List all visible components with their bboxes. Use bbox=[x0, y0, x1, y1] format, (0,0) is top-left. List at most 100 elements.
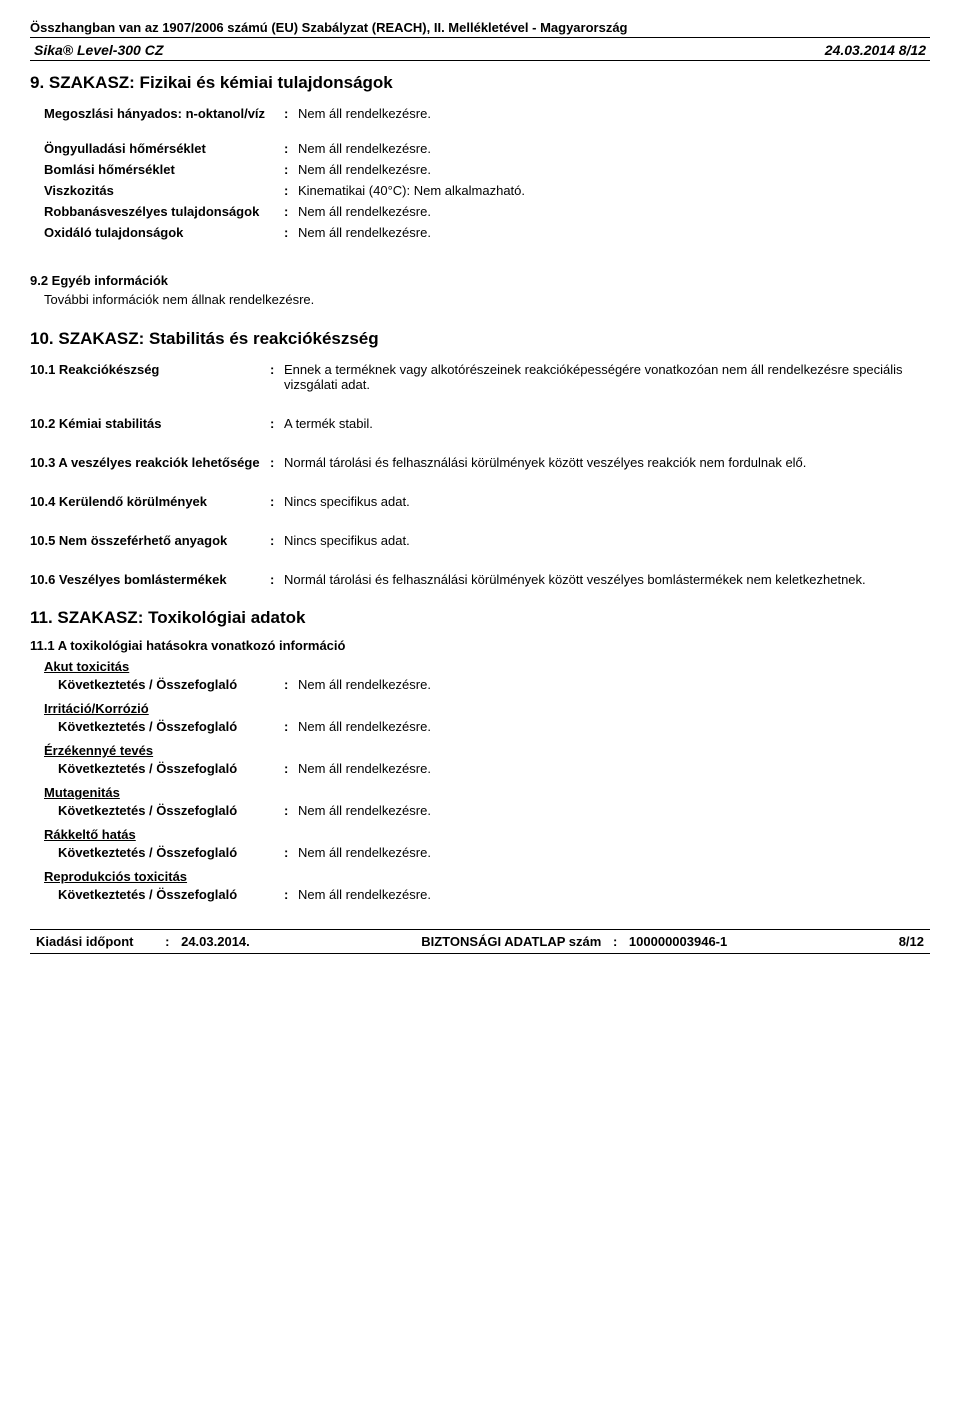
section10-row-6: 10.6 Veszélyes bomlástermékek : Normál t… bbox=[30, 569, 930, 590]
tox-row: Következtetés / Összefoglaló : Nem áll r… bbox=[58, 674, 958, 695]
section9-2-text: További információk nem állnak rendelkez… bbox=[44, 292, 930, 307]
section11-1-title: 11.1 A toxikológiai hatásokra vonatkozó … bbox=[30, 638, 930, 653]
section10-row-3: 10.3 A veszélyes reakciók lehetősége : N… bbox=[30, 452, 930, 473]
tox-row: Következtetés / Összefoglaló : Nem áll r… bbox=[58, 884, 958, 905]
kv-sep: : bbox=[270, 530, 284, 551]
kv-label: Viszkozitás bbox=[44, 180, 284, 201]
tox-category: Rákkeltő hatás bbox=[44, 827, 930, 842]
kv-row: 10.4 Kerülendő körülmények : Nincs speci… bbox=[30, 491, 930, 512]
footer-center-label: BIZTONSÁGI ADATLAP szám bbox=[421, 934, 601, 949]
kv-label: Következtetés / Összefoglaló bbox=[58, 800, 284, 821]
kv-sep: : bbox=[284, 103, 298, 124]
kv-value: Nem áll rendelkezésre. bbox=[298, 138, 944, 159]
kv-label: Bomlási hőmérséklet bbox=[44, 159, 284, 180]
kv-sep: : bbox=[270, 413, 284, 434]
kv-value: Nincs specifikus adat. bbox=[284, 530, 930, 551]
kv-value: Nem áll rendelkezésre. bbox=[298, 159, 944, 180]
footer-left-value: 24.03.2014. bbox=[181, 934, 250, 949]
section9-table: Megoszlási hányados: n-oktanol/víz : Nem… bbox=[44, 103, 944, 243]
tox-row: Következtetés / Összefoglaló : Nem áll r… bbox=[58, 716, 958, 737]
kv-sep: : bbox=[270, 452, 284, 473]
kv-row: Következtetés / Összefoglaló : Nem áll r… bbox=[58, 800, 958, 821]
kv-sep: : bbox=[284, 716, 298, 737]
page-footer: Kiadási időpont : 24.03.2014. BIZTONSÁGI… bbox=[30, 929, 930, 954]
rule-top bbox=[30, 37, 930, 38]
tox-category: Irritáció/Korrózió bbox=[44, 701, 930, 716]
section10-row-1: 10.1 Reakciókészség : Ennek a terméknek … bbox=[30, 359, 930, 395]
kv-row: 10.6 Veszélyes bomlástermékek : Normál t… bbox=[30, 569, 930, 590]
kv-value: Nincs specifikus adat. bbox=[284, 491, 930, 512]
kv-value: Normál tárolási és felhasználási körülmé… bbox=[284, 569, 930, 590]
kv-value: Kinematikai (40°C): Nem alkalmazható. bbox=[298, 180, 944, 201]
kv-row: Következtetés / Összefoglaló : Nem áll r… bbox=[58, 716, 958, 737]
kv-row: Viszkozitás : Kinematikai (40°C): Nem al… bbox=[44, 180, 944, 201]
kv-sep: : bbox=[284, 758, 298, 779]
footer-right: 8/12 bbox=[899, 934, 924, 949]
kv-label: Oxidáló tulajdonságok bbox=[44, 222, 284, 243]
section11-title: 11. SZAKASZ: Toxikológiai adatok bbox=[30, 608, 930, 628]
kv-sep: : bbox=[284, 674, 298, 695]
kv-label: 10.5 Nem összeférhető anyagok bbox=[30, 530, 270, 551]
tox-row: Következtetés / Összefoglaló : Nem áll r… bbox=[58, 758, 958, 779]
product-name: Sika® Level-300 CZ bbox=[34, 42, 163, 58]
rule-under-product bbox=[30, 60, 930, 61]
kv-row: Következtetés / Összefoglaló : Nem áll r… bbox=[58, 674, 958, 695]
kv-sep: : bbox=[284, 159, 298, 180]
tox-row: Következtetés / Összefoglaló : Nem áll r… bbox=[58, 800, 958, 821]
kv-label: 10.3 A veszélyes reakciók lehetősége bbox=[30, 452, 270, 473]
page-root: Összhangban van az 1907/2006 számú (EU) … bbox=[0, 0, 960, 954]
kv-value: Nem áll rendelkezésre. bbox=[298, 103, 944, 124]
footer-left-label: Kiadási időpont bbox=[36, 934, 134, 949]
kv-row: Megoszlási hányados: n-oktanol/víz : Nem… bbox=[44, 103, 944, 124]
kv-sep: : bbox=[284, 842, 298, 863]
kv-row: Robbanásveszélyes tulajdonságok : Nem ál… bbox=[44, 201, 944, 222]
kv-sep: : bbox=[284, 884, 298, 905]
section9-2-title: 9.2 Egyéb információk bbox=[30, 273, 930, 288]
footer-colon: : bbox=[165, 934, 169, 949]
tox-row: Következtetés / Összefoglaló : Nem áll r… bbox=[58, 842, 958, 863]
kv-row: Következtetés / Összefoglaló : Nem áll r… bbox=[58, 842, 958, 863]
kv-value: Ennek a terméknek vagy alkotórészeinek r… bbox=[284, 359, 930, 395]
kv-value: Nem áll rendelkezésre. bbox=[298, 758, 958, 779]
footer-center-value: 100000003946-1 bbox=[629, 934, 727, 949]
kv-row: 10.1 Reakciókészség : Ennek a terméknek … bbox=[30, 359, 930, 395]
regulation-text: Összhangban van az 1907/2006 számú (EU) … bbox=[30, 20, 930, 35]
kv-value: Nem áll rendelkezésre. bbox=[298, 201, 944, 222]
kv-row: 10.3 A veszélyes reakciók lehetősége : N… bbox=[30, 452, 930, 473]
kv-sep: : bbox=[284, 138, 298, 159]
kv-sep: : bbox=[284, 201, 298, 222]
section9-title: 9. SZAKASZ: Fizikai és kémiai tulajdonsá… bbox=[30, 73, 930, 93]
tox-category: Akut toxicitás bbox=[44, 659, 930, 674]
kv-value: Nem áll rendelkezésre. bbox=[298, 716, 958, 737]
kv-row: Bomlási hőmérséklet : Nem áll rendelkezé… bbox=[44, 159, 944, 180]
kv-row: 10.5 Nem összeférhető anyagok : Nincs sp… bbox=[30, 530, 930, 551]
kv-value: Nem áll rendelkezésre. bbox=[298, 800, 958, 821]
kv-label: 10.1 Reakciókészség bbox=[30, 359, 270, 395]
section10-row-4: 10.4 Kerülendő körülmények : Nincs speci… bbox=[30, 491, 930, 512]
section10-title: 10. SZAKASZ: Stabilitás és reakciókészsé… bbox=[30, 329, 930, 349]
kv-label: Robbanásveszélyes tulajdonságok bbox=[44, 201, 284, 222]
product-header-row: Sika® Level-300 CZ 24.03.2014 8/12 bbox=[30, 42, 930, 58]
kv-value: Nem áll rendelkezésre. bbox=[298, 884, 958, 905]
kv-label: Következtetés / Összefoglaló bbox=[58, 842, 284, 863]
kv-value: Nem áll rendelkezésre. bbox=[298, 222, 944, 243]
section10-row-5: 10.5 Nem összeférhető anyagok : Nincs sp… bbox=[30, 530, 930, 551]
kv-label: 10.6 Veszélyes bomlástermékek bbox=[30, 569, 270, 590]
kv-row: Következtetés / Összefoglaló : Nem áll r… bbox=[58, 758, 958, 779]
kv-label: Következtetés / Összefoglaló bbox=[58, 758, 284, 779]
footer-left: Kiadási időpont : 24.03.2014. bbox=[36, 934, 250, 949]
kv-sep: : bbox=[284, 180, 298, 201]
tox-category: Reprodukciós toxicitás bbox=[44, 869, 930, 884]
kv-sep: : bbox=[270, 491, 284, 512]
kv-label: 10.4 Kerülendő körülmények bbox=[30, 491, 270, 512]
kv-row: Oxidáló tulajdonságok : Nem áll rendelke… bbox=[44, 222, 944, 243]
kv-label: Öngyulladási hőmérséklet bbox=[44, 138, 284, 159]
kv-row: 10.2 Kémiai stabilitás : A termék stabil… bbox=[30, 413, 930, 434]
kv-sep: : bbox=[284, 222, 298, 243]
kv-sep: : bbox=[284, 800, 298, 821]
kv-label: Következtetés / Összefoglaló bbox=[58, 674, 284, 695]
kv-label: Megoszlási hányados: n-oktanol/víz bbox=[44, 103, 284, 124]
kv-row: Öngyulladási hőmérséklet : Nem áll rende… bbox=[44, 138, 944, 159]
kv-row: Következtetés / Összefoglaló : Nem áll r… bbox=[58, 884, 958, 905]
footer-center: BIZTONSÁGI ADATLAP szám : 100000003946-1 bbox=[250, 934, 899, 949]
